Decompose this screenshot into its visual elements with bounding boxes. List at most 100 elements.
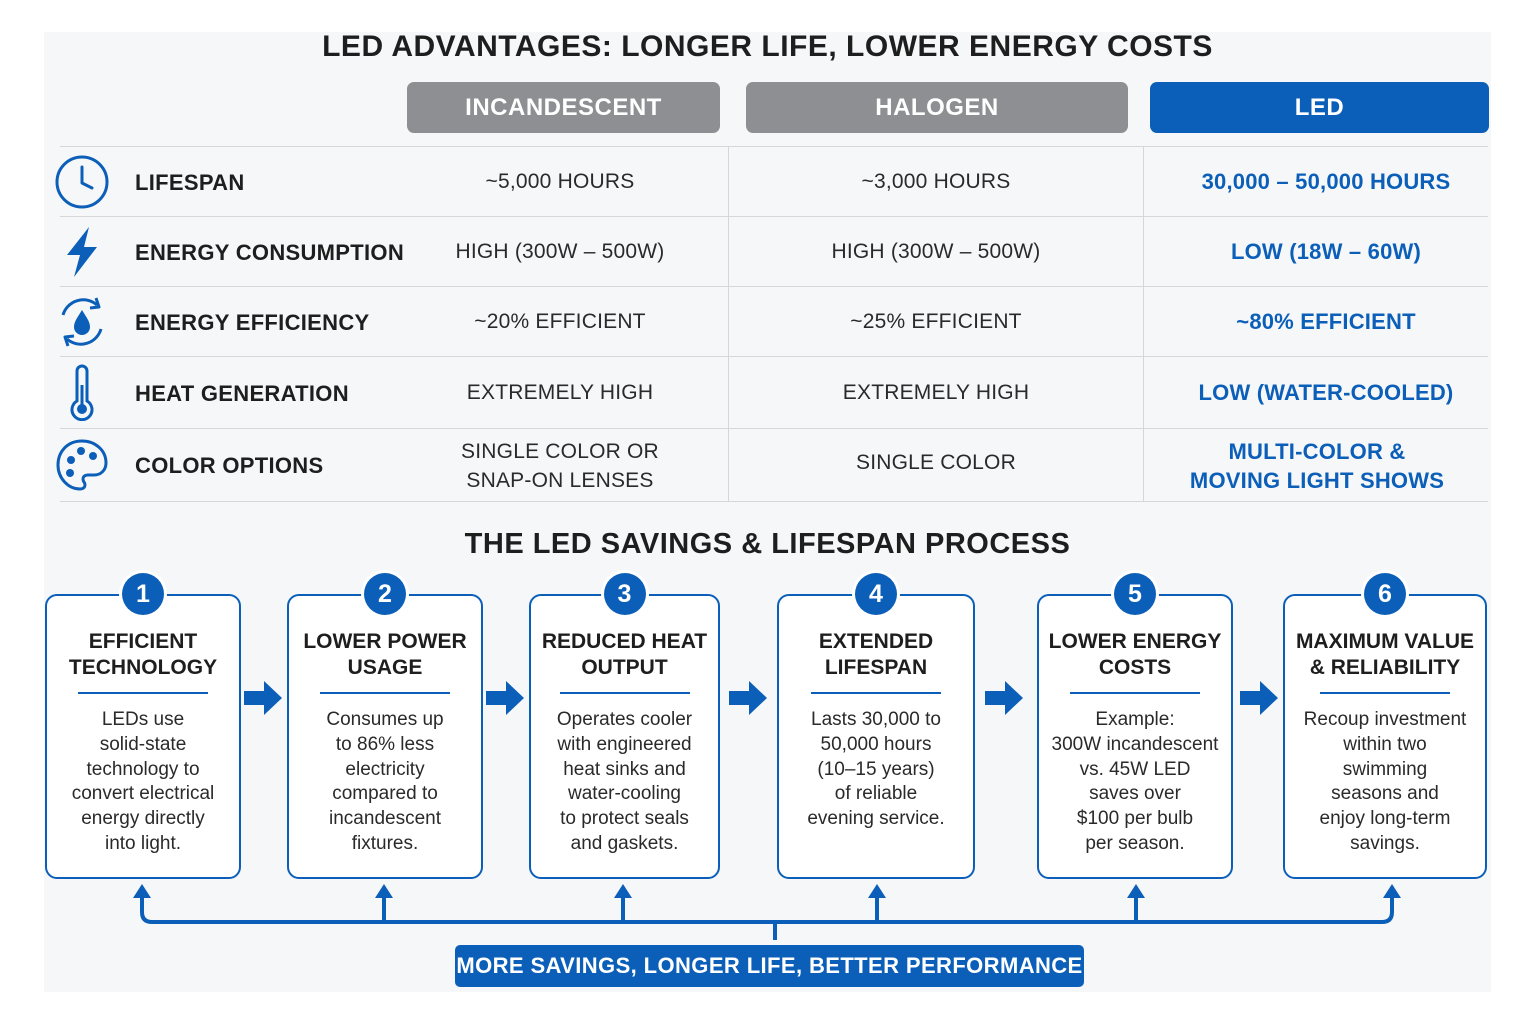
cell-incandescent: SINGLE COLOR OR SNAP-ON LENSES bbox=[407, 437, 713, 495]
step-line: heat sinks and bbox=[563, 758, 686, 780]
process-step-1: 1 EFFICIENT TECHNOLOGY LEDs use solid-st… bbox=[45, 573, 241, 879]
column-header-led: LED bbox=[1150, 82, 1489, 133]
cell-line: SNAP-ON LENSES bbox=[466, 469, 654, 492]
row-label: ENERGY EFFICIENCY bbox=[135, 310, 370, 335]
cell-led: MULTI-COLOR & MOVING LIGHT SHOWS bbox=[1147, 437, 1487, 495]
feedback-connector bbox=[133, 884, 1401, 940]
step-line: 50,000 hours bbox=[820, 733, 932, 755]
cell-incandescent: EXTREMELY HIGH bbox=[466, 381, 654, 404]
cell-line: MULTI-COLOR & bbox=[1228, 439, 1406, 464]
cell-halogen: HIGH (300W – 500W) bbox=[831, 240, 1041, 263]
step-line: Recoup investment bbox=[1303, 709, 1467, 730]
step-divider bbox=[559, 692, 690, 694]
step-title-line: LOWER POWER bbox=[303, 630, 467, 653]
flow-arrow-icon bbox=[985, 681, 1023, 715]
step-line: convert electrical bbox=[71, 783, 215, 805]
step-description: Lasts 30,000 to 50,000 hours (10–15 year… bbox=[789, 708, 963, 832]
column-header-incandescent: INCANDESCENT bbox=[407, 82, 720, 133]
step-description: LEDs use solid-state technology to conve… bbox=[57, 708, 229, 857]
step-line: into light. bbox=[104, 832, 182, 854]
row-label: LIFESPAN bbox=[135, 170, 245, 195]
table-divider bbox=[60, 146, 1488, 147]
step-line: to protect seals bbox=[560, 808, 689, 830]
step-line: $100 per bulb bbox=[1076, 808, 1194, 830]
cell-led: 30,000 – 50,000 HOURS bbox=[1201, 169, 1451, 194]
step-title-line: TECHNOLOGY bbox=[68, 656, 218, 679]
step-divider bbox=[78, 692, 208, 694]
step-number-badge: 4 bbox=[855, 573, 897, 615]
table-divider bbox=[60, 286, 1488, 287]
cell-led: LOW (WATER-COOLED) bbox=[1198, 380, 1454, 405]
table-row-lifespan: LIFESPAN ~5,000 HOURS ~3,000 HOURS 30,00… bbox=[0, 147, 1535, 216]
step-line: solid-state bbox=[99, 733, 187, 755]
step-title: LOWER ENERGY COSTS bbox=[1045, 629, 1225, 681]
step-title: EXTENDED LIFESPAN bbox=[785, 629, 967, 681]
step-line: compared to bbox=[332, 783, 438, 805]
cell-line: MOVING LIGHT SHOWS bbox=[1189, 468, 1445, 493]
step-title: REDUCED HEAT OUTPUT bbox=[537, 629, 712, 681]
step-line: water-cooling bbox=[568, 783, 681, 805]
step-line: technology to bbox=[86, 758, 200, 780]
step-line: vs. 45W LED bbox=[1079, 758, 1191, 780]
step-divider bbox=[1320, 692, 1450, 694]
step-title-line: REDUCED HEAT bbox=[541, 630, 708, 653]
row-label: COLOR OPTIONS bbox=[135, 453, 324, 478]
background-panel bbox=[44, 32, 1491, 992]
step-line: incandescent bbox=[329, 808, 441, 830]
step-title-line: & RELIABILITY bbox=[1309, 656, 1461, 679]
step-title-line: EXTENDED bbox=[818, 630, 934, 653]
palette-icon bbox=[53, 436, 111, 494]
table-row-heat-generation: HEAT GENERATION EXTREMELY HIGH EXTREMELY… bbox=[0, 357, 1535, 428]
step-description: Operates cooler with engineered heat sin… bbox=[541, 708, 708, 857]
step-title-line: LIFESPAN bbox=[824, 656, 928, 679]
flow-arrow-icon bbox=[486, 681, 524, 715]
step-divider bbox=[811, 692, 941, 694]
cell-led: LOW (18W – 60W) bbox=[1230, 239, 1421, 264]
step-title-line: MAXIMUM VALUE bbox=[1295, 630, 1475, 653]
step-line: Consumes up bbox=[326, 709, 444, 730]
process-step-5: 5 LOWER ENERGY COSTS Example: 300W incan… bbox=[1037, 573, 1233, 879]
table-row-energy-consumption: ENERGY CONSUMPTION HIGH (300W – 500W) HI… bbox=[0, 217, 1535, 286]
step-line: 300W incandescent bbox=[1051, 733, 1219, 755]
cell-halogen: EXTREMELY HIGH bbox=[842, 381, 1030, 404]
step-line: Operates cooler bbox=[556, 709, 693, 730]
step-line: seasons and bbox=[1331, 783, 1439, 805]
column-divider bbox=[728, 147, 729, 501]
step-line: swimming bbox=[1342, 758, 1428, 780]
table-row-color-options: COLOR OPTIONS SINGLE COLOR OR SNAP-ON LE… bbox=[0, 429, 1535, 501]
step-title-line: OUTPUT bbox=[581, 656, 668, 679]
step-title-line: LOWER ENERGY bbox=[1048, 630, 1222, 653]
step-line: energy directly bbox=[81, 808, 205, 830]
step-title-line: USAGE bbox=[347, 656, 423, 679]
process-step-3: 3 REDUCED HEAT OUTPUT Operates cooler wi… bbox=[529, 573, 720, 879]
flow-arrow-icon bbox=[244, 681, 282, 715]
step-number-badge: 5 bbox=[1114, 573, 1156, 615]
step-title-line: EFFICIENT bbox=[88, 630, 198, 653]
step-line: savings. bbox=[1350, 832, 1420, 854]
row-label: HEAT GENERATION bbox=[135, 381, 349, 406]
process-step-4: 4 EXTENDED LIFESPAN Lasts 30,000 to 50,0… bbox=[777, 573, 975, 879]
step-description: Example: 300W incandescent vs. 45W LED s… bbox=[1049, 708, 1221, 857]
cell-incandescent: ~5,000 HOURS bbox=[485, 170, 635, 193]
step-line: and gaskets. bbox=[570, 832, 679, 854]
step-line: within two bbox=[1343, 733, 1427, 755]
cell-halogen: ~25% EFFICIENT bbox=[850, 310, 1022, 333]
table-divider bbox=[60, 356, 1488, 357]
process-title: THE LED SAVINGS & LIFESPAN PROCESS bbox=[464, 528, 1071, 560]
thermometer-icon bbox=[53, 363, 111, 422]
table-divider bbox=[60, 216, 1488, 217]
step-line: evening service. bbox=[807, 808, 945, 830]
cell-led: ~80% EFFICIENT bbox=[1236, 309, 1416, 334]
step-line: (10–15 years) bbox=[817, 758, 935, 780]
step-line: Lasts 30,000 to bbox=[811, 709, 941, 730]
step-line: fixtures. bbox=[351, 832, 419, 854]
table-divider bbox=[60, 428, 1488, 429]
step-description: Consumes up to 86% less electricity comp… bbox=[299, 708, 471, 857]
cell-halogen: SINGLE COLOR bbox=[745, 448, 1127, 477]
cell-incandescent: ~20% EFFICIENT bbox=[474, 310, 646, 333]
step-line: electricity bbox=[345, 758, 425, 780]
process-step-2: 2 LOWER POWER USAGE Consumes up to 86% l… bbox=[287, 573, 483, 879]
lightning-bolt-icon bbox=[53, 223, 111, 281]
column-divider bbox=[1143, 147, 1144, 501]
step-number-badge: 6 bbox=[1364, 573, 1406, 615]
